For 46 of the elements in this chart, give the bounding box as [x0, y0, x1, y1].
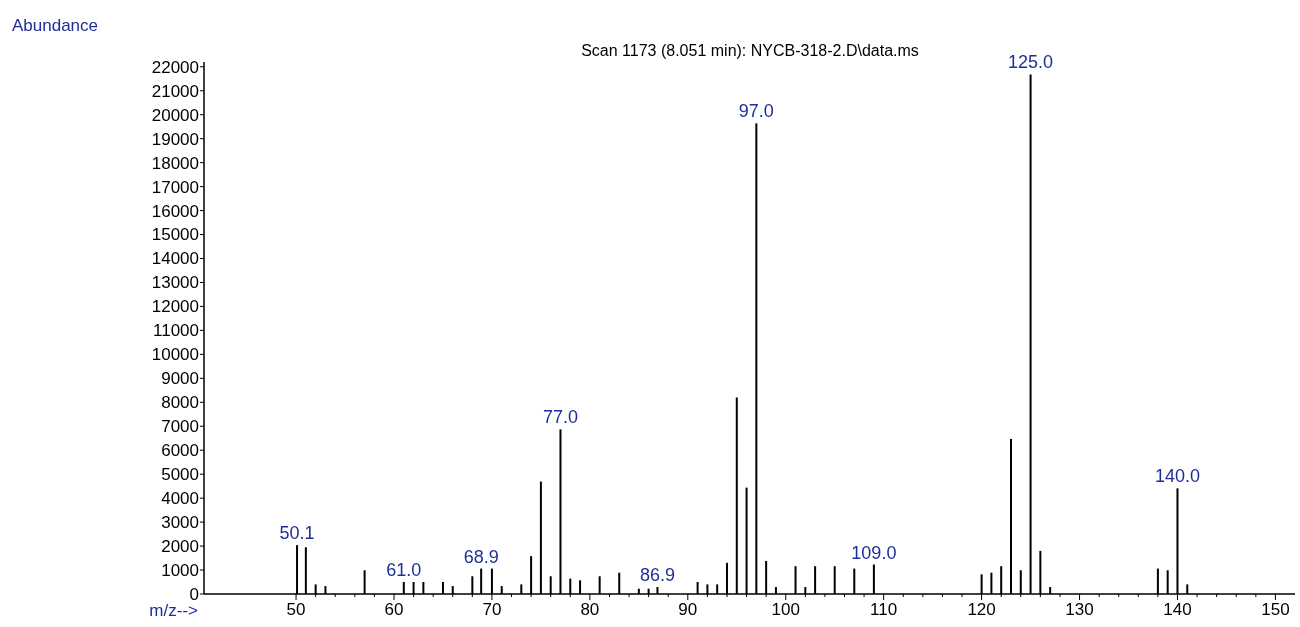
y-tick-label: 18000: [151, 153, 199, 173]
y-tick-label: 3000: [161, 513, 199, 533]
x-tick-label: 100: [771, 600, 800, 619]
annotation: 109.0: [851, 542, 897, 563]
x-tick-label: 130: [1065, 600, 1094, 619]
x-tick-label: 80: [580, 600, 600, 619]
y-tick-label: 1000: [161, 560, 199, 580]
y-tick-label: 2000: [161, 537, 199, 557]
x-tick-label: 150: [1261, 600, 1290, 619]
chart-title: Scan 1173 (8.051 min): NYCB-318-2.D\data.ms: [581, 42, 919, 59]
y-tick-label: 10000: [151, 345, 199, 365]
y-tick-label: 7000: [161, 417, 199, 437]
y-tick-label: 5000: [161, 465, 199, 485]
annotation: 125.0: [1008, 52, 1054, 73]
annotation: 77.0: [542, 407, 579, 428]
x-tick-label: 70: [482, 600, 502, 619]
y-tick-label: 11000: [152, 321, 199, 341]
y-tick-label: 6000: [161, 441, 199, 461]
x-tick-label: 140: [1163, 600, 1192, 619]
x-tick-label: 90: [678, 600, 698, 619]
y-tick-label: 20000: [151, 105, 199, 125]
annotation: 140.0: [1154, 466, 1200, 487]
y-tick-label: 13000: [151, 273, 199, 293]
y-tick-label: 19000: [151, 129, 199, 149]
y-tick-label: 0: [189, 584, 199, 604]
y-tick-label: 12000: [151, 297, 199, 317]
y-tick-label: 14000: [151, 249, 199, 269]
y-tick-label: 17000: [151, 177, 199, 197]
x-tick-label: 110: [870, 600, 898, 619]
annotation: 61.0: [386, 560, 422, 581]
y-tick-label: 4000: [161, 489, 199, 509]
y-tick-label: 8000: [161, 393, 199, 413]
annotation: 86.9: [639, 565, 675, 586]
y-tick-label: 16000: [151, 201, 199, 221]
x-tick-label: 60: [384, 600, 404, 619]
annotation: 68.9: [463, 546, 499, 567]
x-axis-title: m/z-->: [149, 601, 199, 620]
annotation: 50.1: [279, 523, 315, 544]
x-tick-label: 120: [967, 600, 996, 619]
x-tick-label: 50: [286, 600, 306, 619]
y-tick-label: 21000: [151, 81, 199, 101]
annotation: 97.0: [738, 101, 774, 122]
y-tick-label: 22000: [151, 57, 199, 77]
y-axis-title: Abundance: [12, 16, 99, 35]
y-tick-label: 9000: [161, 369, 199, 389]
y-tick-label: 15000: [151, 225, 199, 245]
